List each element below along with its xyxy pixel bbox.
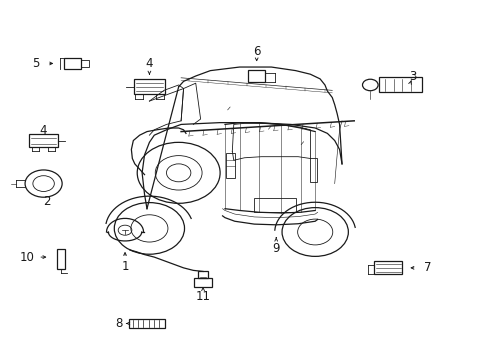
Text: 1: 1	[121, 260, 128, 273]
Bar	[310, 158, 317, 182]
Bar	[64, 58, 81, 69]
Text: 9: 9	[272, 242, 279, 255]
Bar	[194, 278, 211, 287]
Bar	[133, 79, 165, 94]
Text: 4: 4	[40, 124, 47, 137]
Bar	[128, 319, 165, 328]
Bar	[254, 198, 295, 212]
Bar	[378, 77, 421, 93]
Text: 10: 10	[20, 251, 35, 264]
Text: 5: 5	[33, 57, 40, 70]
Text: 2: 2	[43, 195, 51, 208]
Bar	[225, 153, 234, 178]
Text: 3: 3	[408, 69, 416, 82]
Text: 4: 4	[145, 57, 153, 70]
Text: 7: 7	[423, 261, 430, 274]
Bar	[247, 70, 265, 82]
Text: 6: 6	[252, 45, 260, 58]
Bar	[81, 60, 89, 67]
Bar	[29, 134, 58, 147]
Bar	[198, 271, 207, 278]
Bar	[373, 261, 402, 274]
Text: 8: 8	[115, 317, 122, 330]
Text: 11: 11	[195, 290, 210, 303]
Bar	[57, 249, 64, 269]
